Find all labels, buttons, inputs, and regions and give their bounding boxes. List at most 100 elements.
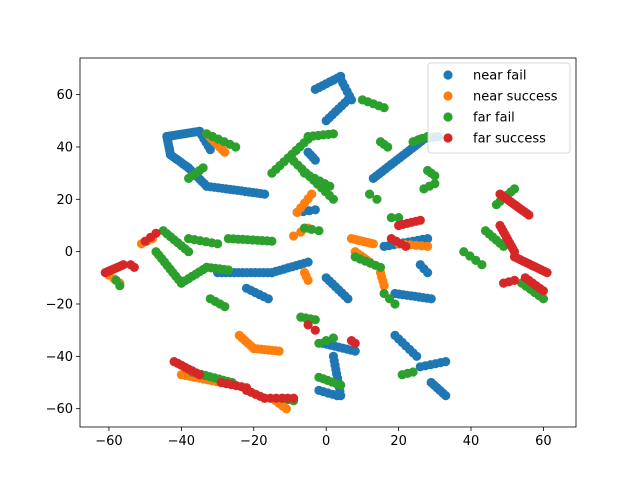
point-0-25-3 xyxy=(310,205,320,215)
point-0-19-9 xyxy=(426,294,436,304)
point-2-12-2 xyxy=(314,226,324,236)
point-2-12-0 xyxy=(299,223,310,233)
plot-area-frame xyxy=(79,57,577,428)
point-2-13-3 xyxy=(310,315,320,325)
point-3-11-13 xyxy=(524,210,534,220)
data-points xyxy=(100,71,552,414)
point-0-24-2 xyxy=(423,268,433,278)
point-3-0-7 xyxy=(118,260,128,270)
point-1-13-2 xyxy=(303,275,313,285)
legend-marker-far-fail xyxy=(443,112,453,122)
point-2-0-7 xyxy=(184,247,194,257)
point-2-14-1 xyxy=(321,336,331,346)
point-2-22-5 xyxy=(509,184,520,194)
y-axis: −60 −40 −20 0 20 40 60 xyxy=(46,88,80,417)
x-tick-label: 60 xyxy=(535,434,552,449)
legend-marker-near-fail xyxy=(443,70,453,80)
point-2-21-3 xyxy=(477,260,487,270)
point-2-20-2 xyxy=(430,171,440,181)
point-2-32-0 xyxy=(365,189,375,199)
y-tick-label: −20 xyxy=(46,298,73,313)
point-2-19-2 xyxy=(430,179,440,189)
point-0-16-8 xyxy=(350,346,360,356)
x-tick-label: −60 xyxy=(95,434,122,449)
x-axis: −60 −40 −20 0 20 40 60 xyxy=(95,427,552,449)
series-near-fail xyxy=(162,71,451,401)
point-2-28-1 xyxy=(394,213,404,223)
point-2-14-2 xyxy=(328,333,338,343)
series-far-success xyxy=(100,189,552,403)
point-3-13-11 xyxy=(542,268,552,278)
point-3-1-1 xyxy=(129,262,139,272)
point-0-20-6 xyxy=(412,351,422,361)
point-0-5-5 xyxy=(205,145,215,155)
y-tick-label: 60 xyxy=(56,88,73,103)
point-3-2-2 xyxy=(151,228,161,238)
point-0-22-5 xyxy=(441,391,451,401)
point-1-2-7 xyxy=(274,346,284,356)
point-0-4-15 xyxy=(260,189,270,199)
point-0-7-9 xyxy=(303,257,313,267)
point-1-8-3 xyxy=(281,404,291,414)
legend-label-near-success: near success xyxy=(473,90,558,105)
point-2-10-11 xyxy=(328,194,338,204)
point-2-25-5 xyxy=(375,262,386,272)
point-2-28-0 xyxy=(386,213,396,223)
point-2-12-1 xyxy=(307,224,317,234)
point-2-6-5 xyxy=(213,239,223,249)
point-0-18-4 xyxy=(332,391,342,401)
point-3-8-1 xyxy=(350,338,360,348)
y-tick-label: −40 xyxy=(46,350,73,365)
point-1-9-5 xyxy=(423,241,433,251)
legend-label-near-fail: near fail xyxy=(473,69,526,84)
y-tick-label: 40 xyxy=(56,140,73,155)
x-tick-label: 0 xyxy=(322,434,330,449)
point-2-17-2 xyxy=(383,142,393,152)
point-3-6-5 xyxy=(289,393,299,403)
point-0-15-7 xyxy=(343,294,353,304)
point-2-31-5 xyxy=(325,181,335,191)
point-2-27-2 xyxy=(408,367,418,377)
point-3-9-5 xyxy=(415,215,425,225)
x-tick-label: 20 xyxy=(390,434,407,449)
legend-marker-near-success xyxy=(443,91,453,101)
point-1-0-7 xyxy=(220,147,230,157)
point-1-3-4 xyxy=(307,189,317,199)
point-3-15-2 xyxy=(509,275,520,285)
point-3-7-0 xyxy=(303,320,313,330)
point-2-15-5 xyxy=(336,380,346,390)
point-2-8-3 xyxy=(220,302,230,312)
point-1-4-7 xyxy=(368,239,378,249)
y-tick-label: 0 xyxy=(65,245,73,260)
point-2-14-0 xyxy=(314,338,324,348)
point-2-7-9 xyxy=(267,236,277,246)
point-0-23-9 xyxy=(423,234,433,244)
legend-label-far-success: far success xyxy=(473,132,546,147)
point-2-11-5 xyxy=(328,129,338,139)
point-2-16-4 xyxy=(379,103,389,113)
x-tick-label: −20 xyxy=(240,434,267,449)
point-0-11-7 xyxy=(321,116,331,126)
y-tick-label: −60 xyxy=(46,402,73,417)
point-3-10-3 xyxy=(401,241,411,251)
point-2-3-5 xyxy=(223,265,233,275)
point-0-8-5 xyxy=(263,294,273,304)
point-3-7-1 xyxy=(310,325,320,335)
legend-marker-far-success xyxy=(443,133,453,143)
point-2-33-1 xyxy=(115,281,125,291)
legend-label-far-fail: far fail xyxy=(473,111,515,126)
point-2-24-5 xyxy=(538,294,549,304)
x-tick-label: −40 xyxy=(168,434,195,449)
legend: near fail near success far fail far success xyxy=(427,62,571,154)
point-2-26-2 xyxy=(390,299,400,309)
point-0-21-5 xyxy=(441,357,451,367)
point-1-6-3 xyxy=(379,281,389,291)
point-3-14-5 xyxy=(538,286,549,296)
point-2-32-1 xyxy=(372,194,382,204)
point-2-4-4 xyxy=(198,163,208,173)
point-2-5-5 xyxy=(231,142,241,152)
x-tick-label: 40 xyxy=(463,434,480,449)
point-3-3-7 xyxy=(194,370,205,380)
y-tick-label: 20 xyxy=(56,193,73,208)
